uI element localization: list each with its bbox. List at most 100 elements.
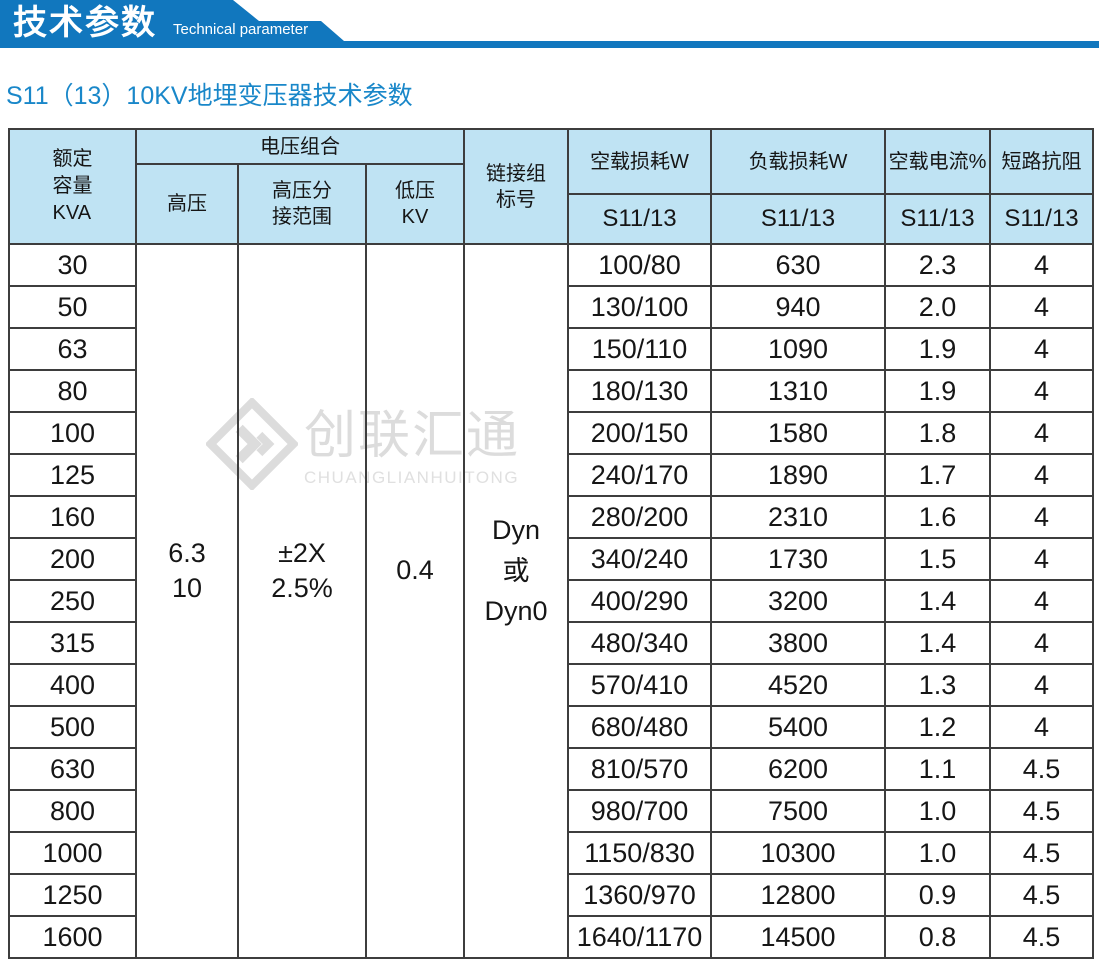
table-row: 50 130/100 940 2.0 4: [8, 285, 1095, 329]
cell-load-loss: 940: [710, 285, 887, 329]
cell-capacity: 1600: [8, 915, 137, 959]
cell-no-load-current: 1.8: [884, 411, 992, 455]
header-hv-tap-line2: 接范围: [272, 206, 332, 228]
cell-capacity: 125: [8, 453, 137, 497]
header-hv-tap: 高压分 接范围: [237, 163, 367, 245]
header-row-3: S11/13 S11/13 S11/13 S11/13: [9, 193, 1095, 245]
cell-no-load-current: 1.4: [884, 621, 992, 665]
cell-load-loss: 2310: [710, 495, 887, 539]
header-no-load-loss: 空载损耗W: [567, 128, 713, 195]
header-capacity-line2: 容量: [52, 175, 93, 197]
cell-capacity: 630: [8, 747, 137, 791]
cell-load-loss: 14500: [710, 915, 887, 959]
cell-impedance: 4.5: [989, 747, 1095, 791]
table-row: 1250 1360/970 12800 0.9 4.5: [8, 873, 1095, 917]
cell-load-loss: 1090: [710, 327, 887, 371]
cell-load-loss: 3800: [710, 621, 887, 665]
cell-load-loss: 5400: [710, 705, 887, 749]
sub-label: S11/13: [760, 205, 836, 233]
cell-no-load-current: 1.3: [884, 663, 992, 707]
cell-impedance: 4: [989, 579, 1095, 623]
banner-title-en: Technical parameter: [173, 21, 309, 38]
table-row: 400 570/410 4520 1.3 4: [8, 663, 1095, 707]
cell-capacity: 315: [8, 621, 137, 665]
cell-hv-tap-line2: 2.5%: [271, 573, 333, 603]
sub-label: S11/13: [900, 205, 975, 233]
sub-label: S11/13: [1004, 205, 1079, 233]
table-row: 200 340/240 1730 1.5 4: [8, 537, 1095, 581]
cell-no-load-loss: 1640/1170: [567, 915, 713, 959]
cell-no-load-current: 1.2: [884, 705, 992, 749]
header-hv-tap-line1: 高压分: [272, 180, 332, 202]
table-row: 100 200/150 1580 1.8 4: [8, 411, 1095, 455]
cell-impedance: 4: [989, 327, 1095, 371]
cell-impedance: 4: [989, 369, 1095, 413]
cell-capacity: 1000: [8, 831, 137, 875]
cell-capacity: 500: [8, 705, 137, 749]
table-row: 500 680/480 5400 1.2 4: [8, 705, 1095, 749]
header-connection-line1: 链接组: [486, 162, 547, 185]
banner-title-cn: 技术参数: [13, 4, 157, 42]
table-row: 1000 1150/830 10300 1.0 4.5: [8, 831, 1095, 875]
cell-hv-line2: 10: [171, 573, 203, 603]
header-connection: 链接组 标号: [463, 128, 570, 245]
cell-load-loss: 630: [710, 243, 887, 287]
header-hv: 高压: [135, 163, 239, 245]
cell-no-load-current: 2.3: [884, 243, 992, 287]
cell-no-load-current: 1.7: [884, 453, 992, 497]
sub-label: S11/13: [602, 205, 677, 233]
cell-capacity: 400: [8, 663, 137, 707]
cell-impedance: 4: [989, 537, 1095, 581]
cell-no-load-loss: 130/100: [567, 285, 713, 329]
cell-impedance: 4.5: [989, 789, 1095, 833]
cell-connection-line2: 或: [502, 555, 530, 586]
cell-no-load-current: 1.0: [884, 831, 992, 875]
cell-connection: Dyn 或 Dyn0: [463, 243, 570, 959]
cell-load-loss: 1310: [710, 369, 887, 413]
cell-load-loss: 4520: [710, 663, 887, 707]
header-no-load-current: 空载电流%: [884, 128, 992, 195]
cell-impedance: 4: [989, 243, 1095, 287]
cell-no-load-loss: 280/200: [567, 495, 713, 539]
table-row: 250 400/290 3200 1.4 4: [8, 579, 1095, 623]
header-capacity-line1: 额定: [52, 148, 93, 170]
cell-capacity: 800: [8, 789, 137, 833]
section-banner: [0, 0, 1099, 48]
cell-connection-line3: Dyn0: [484, 596, 548, 627]
cell-no-load-loss: 100/80: [567, 243, 713, 287]
table-row: 1600 1640/1170 14500 0.8 4.5: [8, 915, 1095, 959]
cell-no-load-loss: 150/110: [567, 327, 713, 371]
cell-lv-line1: 0.4: [396, 555, 434, 586]
cell-no-load-loss: 1360/970: [567, 873, 713, 917]
cell-impedance: 4.5: [989, 831, 1095, 875]
cell-hv-line1: 6.3: [168, 537, 206, 568]
cell-no-load-current: 1.4: [884, 579, 992, 623]
page-title: S11（13）10KV地埋变压器技术参数: [6, 82, 413, 110]
header-sub-no-load-current: S11/13: [884, 193, 992, 245]
cell-capacity: 200: [8, 537, 137, 581]
table-row: 125 240/170 1890 1.7 4: [8, 453, 1095, 497]
cell-no-load-current: 1.0: [884, 789, 992, 833]
cell-capacity: 30: [8, 243, 137, 287]
cell-no-load-current: 1.6: [884, 495, 992, 539]
cell-no-load-loss: 480/340: [567, 621, 713, 665]
table-row: 63 150/110 1090 1.9 4: [8, 327, 1095, 371]
cell-no-load-loss: 340/240: [567, 537, 713, 581]
header-lv: 低压 KV: [364, 163, 466, 245]
cell-lv-content: 0.4: [368, 553, 462, 588]
cell-no-load-loss: 570/410: [567, 663, 713, 707]
cell-lv: 0.4: [364, 243, 466, 959]
header-load-loss: 负载损耗W: [710, 128, 887, 195]
parameters-table: 额定 容量 KVA 电压组合 链接组 标号 空载损耗W 负载损耗W 空载电流% …: [8, 128, 1095, 959]
cell-no-load-current: 0.9: [884, 873, 992, 917]
cell-load-loss: 7500: [710, 789, 887, 833]
table-row: 30 6.3 10 ±2X 2.5% 0.4 Dyn 或 Dyn0 100/80 630 2.3 4: [8, 243, 1095, 959]
cell-load-loss: 6200: [710, 747, 887, 791]
cell-impedance: 4: [989, 705, 1095, 749]
header-connection-line2: 标号: [496, 188, 537, 211]
cell-hv-tap-line1: ±2X: [278, 537, 326, 568]
cell-hv-content: 6.3 10: [138, 536, 236, 606]
table-row: 630 810/570 6200 1.1 4.5: [8, 747, 1095, 791]
header-row-2: 高压 高压分 接范围 低压 KV: [9, 163, 1093, 245]
header-voltage-group: 电压组合: [134, 128, 466, 165]
